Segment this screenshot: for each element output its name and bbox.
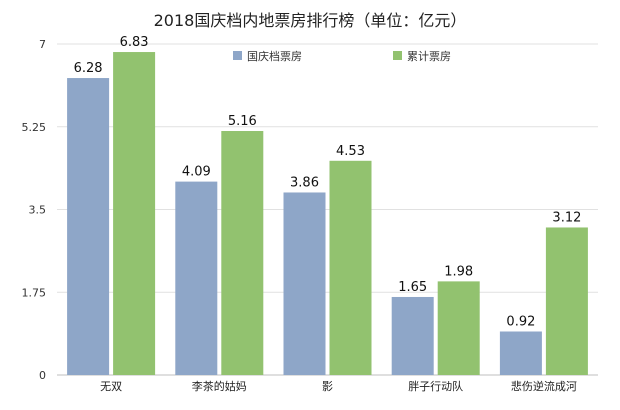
bar-cumulative-2 [329, 160, 372, 375]
y-tick-label: 0 [39, 369, 46, 382]
x-axis-categories: 无双 李茶的姑妈 影 胖子行动队 悲伤逆流成河 [100, 379, 577, 393]
bar-national-day-0 [67, 78, 110, 375]
legend-swatch-national-day [233, 51, 242, 60]
bar-cumulative-0 [113, 52, 156, 375]
category-label: 无双 [100, 380, 122, 393]
category-label: 影 [322, 380, 333, 393]
value-label: 1.65 [398, 280, 427, 295]
y-tick-label: 3.5 [29, 204, 47, 217]
value-labels: 6.28 6.83 4.09 5.16 3.86 4.53 1.65 1.98 0.92 3.12 [74, 35, 582, 329]
legend-label-cumulative: 累计票房 [407, 50, 451, 63]
category-label: 悲伤逆流成河 [511, 379, 577, 393]
value-label: 3.86 [290, 175, 319, 190]
value-label: 4.09 [182, 165, 211, 180]
bar-cumulative-1 [221, 131, 264, 375]
legend: 国庆档票房 累计票房 [233, 49, 451, 63]
y-tick-label: 1.75 [22, 286, 47, 299]
value-label: 3.12 [552, 210, 581, 225]
y-tick-label: 7 [39, 38, 46, 51]
y-axis-ticks: 0 1.75 3.5 5.25 7 [22, 38, 47, 382]
bar-national-day-1 [175, 181, 218, 375]
bar-cumulative-4 [545, 227, 588, 375]
value-label: 6.28 [74, 61, 103, 76]
value-label: 5.16 [228, 114, 257, 129]
value-label: 4.53 [336, 144, 365, 159]
category-label: 李茶的姑妈 [192, 379, 247, 393]
bar-national-day-2 [283, 192, 326, 375]
value-label: 1.98 [444, 264, 473, 279]
legend-label-national-day: 国庆档票房 [247, 49, 302, 63]
value-label: 0.92 [506, 314, 535, 329]
value-label: 6.83 [120, 35, 149, 50]
bar-national-day-4 [499, 331, 542, 375]
y-tick-label: 5.25 [22, 121, 47, 134]
chart-title: 2018国庆档内地票房排行榜（单位：亿元） [154, 11, 467, 30]
bar-cumulative-3 [437, 281, 480, 375]
legend-swatch-cumulative [393, 51, 402, 60]
bar-national-day-3 [391, 296, 434, 375]
bars [67, 52, 588, 375]
category-label: 胖子行动队 [408, 379, 463, 393]
